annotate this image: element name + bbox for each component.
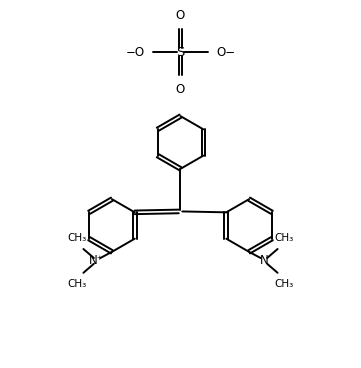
Text: O: O [176,9,185,22]
Text: CH₃: CH₃ [274,233,294,243]
Text: S: S [176,46,185,59]
Text: −O: −O [126,46,145,59]
Text: CH₃: CH₃ [274,279,294,289]
Text: O: O [176,82,185,96]
Text: O−: O− [216,46,235,59]
Text: N: N [260,254,269,268]
Text: N⁺: N⁺ [89,254,104,268]
Text: CH₃: CH₃ [67,279,87,289]
Text: CH₃: CH₃ [67,233,87,243]
